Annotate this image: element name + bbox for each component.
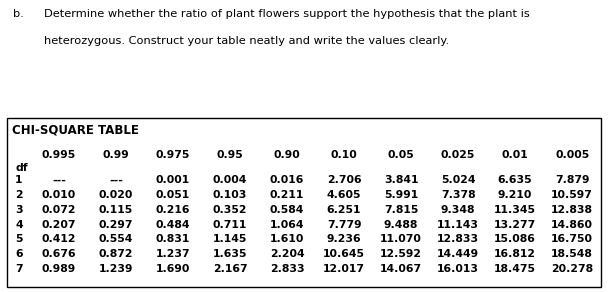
Text: 0.072: 0.072 xyxy=(42,205,76,215)
Text: 20.278: 20.278 xyxy=(551,264,593,274)
Text: 0.216: 0.216 xyxy=(156,205,190,215)
Text: 0.90: 0.90 xyxy=(274,150,300,160)
Text: 2.833: 2.833 xyxy=(270,264,305,274)
Text: 14.860: 14.860 xyxy=(551,220,593,230)
Text: 10.597: 10.597 xyxy=(551,190,593,200)
Text: 13.277: 13.277 xyxy=(494,220,536,230)
Text: 0.831: 0.831 xyxy=(156,234,190,244)
Text: 0.584: 0.584 xyxy=(270,205,304,215)
Text: 4.605: 4.605 xyxy=(327,190,361,200)
Text: 18.548: 18.548 xyxy=(551,249,593,259)
Text: 0.211: 0.211 xyxy=(270,190,304,200)
Text: 0.352: 0.352 xyxy=(213,205,247,215)
Text: Determine whether the ratio of plant flowers support the hypothesis that the pla: Determine whether the ratio of plant flo… xyxy=(44,9,530,19)
Text: 0.001: 0.001 xyxy=(156,175,190,185)
Text: ---: --- xyxy=(109,175,123,185)
Text: 7.815: 7.815 xyxy=(384,205,418,215)
Text: 0.995: 0.995 xyxy=(42,150,76,160)
Text: 11.345: 11.345 xyxy=(494,205,536,215)
Text: 0.676: 0.676 xyxy=(41,249,76,259)
Text: 1.237: 1.237 xyxy=(156,249,190,259)
Text: 2.204: 2.204 xyxy=(270,249,305,259)
Text: 9.348: 9.348 xyxy=(441,205,475,215)
Text: 1.610: 1.610 xyxy=(270,234,304,244)
Text: 1.239: 1.239 xyxy=(98,264,133,274)
Text: 9.210: 9.210 xyxy=(498,190,533,200)
Bar xyxy=(7,118,601,287)
Text: 12.833: 12.833 xyxy=(437,234,479,244)
Text: 0.484: 0.484 xyxy=(156,220,190,230)
Text: 14.067: 14.067 xyxy=(380,264,422,274)
Text: 4: 4 xyxy=(15,220,22,230)
Text: 0.989: 0.989 xyxy=(42,264,76,274)
Text: 1.145: 1.145 xyxy=(213,234,247,244)
Text: 0.020: 0.020 xyxy=(98,190,133,200)
Text: 10.645: 10.645 xyxy=(323,249,365,259)
Text: 0.004: 0.004 xyxy=(213,175,247,185)
Text: df: df xyxy=(16,163,28,173)
Text: 12.017: 12.017 xyxy=(323,264,365,274)
Text: 15.086: 15.086 xyxy=(494,234,536,244)
Text: ---: --- xyxy=(52,175,66,185)
Text: 16.750: 16.750 xyxy=(551,234,593,244)
Text: 2.706: 2.706 xyxy=(326,175,361,185)
Text: 11.070: 11.070 xyxy=(380,234,422,244)
Text: b.: b. xyxy=(13,9,24,19)
Text: 7.779: 7.779 xyxy=(326,220,361,230)
Text: 18.475: 18.475 xyxy=(494,264,536,274)
Text: 0.872: 0.872 xyxy=(98,249,133,259)
Text: 1.635: 1.635 xyxy=(213,249,247,259)
Text: 6.635: 6.635 xyxy=(498,175,533,185)
Text: 0.051: 0.051 xyxy=(156,190,190,200)
Text: 0.103: 0.103 xyxy=(213,190,247,200)
Text: 0.95: 0.95 xyxy=(216,150,243,160)
Text: 6.251: 6.251 xyxy=(327,205,361,215)
Text: 0.711: 0.711 xyxy=(213,220,247,230)
Text: 0.01: 0.01 xyxy=(502,150,528,160)
Text: CHI-SQUARE TABLE: CHI-SQUARE TABLE xyxy=(12,124,139,137)
Text: 12.838: 12.838 xyxy=(551,205,593,215)
Text: 7.378: 7.378 xyxy=(441,190,475,200)
Text: 1.064: 1.064 xyxy=(270,220,304,230)
Text: 0.010: 0.010 xyxy=(42,190,76,200)
Text: 2.167: 2.167 xyxy=(213,264,247,274)
Text: 0.975: 0.975 xyxy=(156,150,190,160)
Text: 0.297: 0.297 xyxy=(98,220,133,230)
Text: 3: 3 xyxy=(15,205,22,215)
Text: 5.024: 5.024 xyxy=(441,175,475,185)
Text: 0.554: 0.554 xyxy=(98,234,133,244)
Text: 0.115: 0.115 xyxy=(99,205,133,215)
Text: 0.10: 0.10 xyxy=(331,150,358,160)
Text: 5.991: 5.991 xyxy=(384,190,418,200)
Text: 9.236: 9.236 xyxy=(326,234,361,244)
Text: 11.143: 11.143 xyxy=(437,220,479,230)
Text: 1.690: 1.690 xyxy=(156,264,190,274)
Text: 3.841: 3.841 xyxy=(384,175,418,185)
Text: 7: 7 xyxy=(15,264,22,274)
Text: 0.207: 0.207 xyxy=(42,220,76,230)
Text: 14.449: 14.449 xyxy=(437,249,479,259)
Text: 6: 6 xyxy=(15,249,22,259)
Text: 1: 1 xyxy=(15,175,22,185)
Text: 5: 5 xyxy=(15,234,22,244)
Text: 7.879: 7.879 xyxy=(555,175,589,185)
Text: 12.592: 12.592 xyxy=(380,249,422,259)
Text: 0.412: 0.412 xyxy=(42,234,76,244)
Text: 0.005: 0.005 xyxy=(555,150,589,160)
Text: 16.013: 16.013 xyxy=(437,264,479,274)
Text: 0.025: 0.025 xyxy=(441,150,475,160)
Text: 0.99: 0.99 xyxy=(103,150,130,160)
Text: 2: 2 xyxy=(15,190,22,200)
Text: 9.488: 9.488 xyxy=(384,220,418,230)
Text: heterozygous. Construct your table neatly and write the values clearly.: heterozygous. Construct your table neatl… xyxy=(44,36,449,46)
Text: 0.05: 0.05 xyxy=(388,150,415,160)
Text: 16.812: 16.812 xyxy=(494,249,536,259)
Text: 0.016: 0.016 xyxy=(270,175,304,185)
